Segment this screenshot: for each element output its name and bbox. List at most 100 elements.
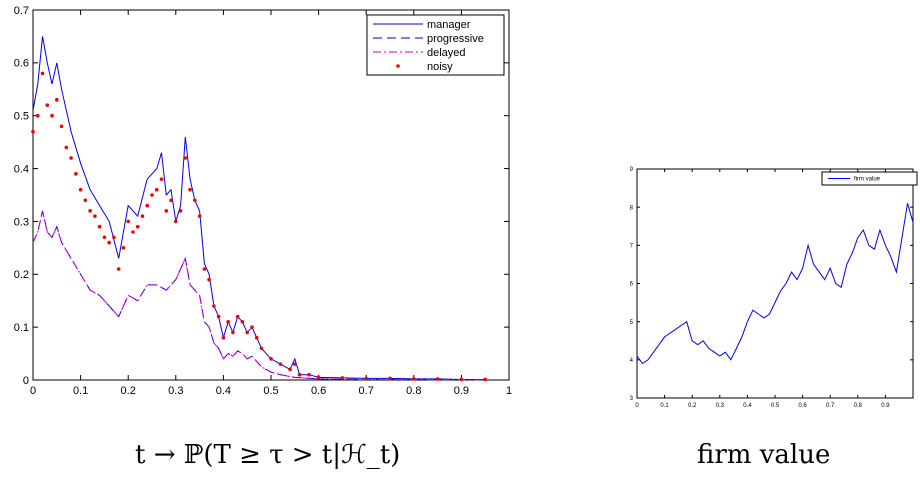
series-point-noisy <box>159 177 164 181</box>
plot-frame <box>636 168 914 399</box>
x-tick-label: 0.6 <box>798 403 807 409</box>
y-tick-label: 7 <box>630 243 634 249</box>
series-point-noisy <box>93 214 97 218</box>
series-point-noisy <box>364 376 369 381</box>
x-tick-label: 0.8 <box>406 385 421 397</box>
series-point-noisy <box>78 187 83 192</box>
x-tick-label: 0.8 <box>854 403 863 409</box>
series-point-noisy <box>83 198 88 203</box>
legend-marker-noisy <box>396 64 400 68</box>
x-tick-label: 0.9 <box>881 403 890 409</box>
series-point-noisy <box>102 235 107 240</box>
series-point-noisy <box>216 314 221 319</box>
legend-label-delayed: delayed <box>427 47 466 59</box>
series-point-noisy <box>307 372 311 377</box>
right-chart-caption: firm value <box>697 440 831 470</box>
series-point-noisy <box>45 103 50 107</box>
series-point-noisy <box>150 193 154 197</box>
series-point-noisy <box>135 224 140 229</box>
x-tick-label: 1 <box>506 385 512 397</box>
series-point-noisy <box>116 267 121 271</box>
x-tick-label: 0 <box>635 403 639 409</box>
y-tick-label: 0 <box>23 375 29 387</box>
series-point-noisy <box>235 314 240 319</box>
series-point-noisy <box>40 71 45 76</box>
series-point-noisy <box>55 98 59 102</box>
series-point-noisy <box>254 335 259 340</box>
legend-label-progressive: progressive <box>427 33 484 45</box>
series-point-noisy <box>316 375 321 380</box>
x-tick-label: 0.4 <box>743 403 752 409</box>
x-tick-label: 0.5 <box>771 403 780 409</box>
series-point-noisy <box>250 325 254 329</box>
y-tick-label: 0.3 <box>14 216 29 228</box>
x-tick-label: 0.6 <box>311 385 326 397</box>
series-point-noisy <box>188 187 192 192</box>
y-tick-label: 9 <box>630 167 634 173</box>
series-point-noisy <box>50 113 54 118</box>
series-point-noisy <box>64 145 69 150</box>
series-line-firm-value <box>636 203 914 365</box>
series-point-noisy <box>174 219 178 224</box>
series-point-noisy <box>212 304 216 308</box>
series-point-noisy <box>154 187 159 192</box>
series-point-noisy <box>388 376 392 381</box>
series-point-noisy <box>202 267 207 271</box>
series-point-noisy <box>293 362 297 366</box>
series-point-noisy <box>245 330 249 335</box>
legend-label-manager: manager <box>427 19 471 31</box>
series-point-noisy <box>278 362 283 366</box>
y-tick-label: 0.5 <box>14 111 29 123</box>
left-chart: 0 0.1 0.2 0.3 0.4 0.5 0.6 0.7 0.8 0.9 1 0 0.1 0.2 0.3 0… <box>14 5 512 397</box>
series-point-noisy <box>107 240 111 245</box>
series-point-noisy <box>31 129 35 134</box>
series-point-noisy <box>240 320 245 324</box>
y-tick-label: 0.1 <box>14 322 29 334</box>
series-point-noisy <box>259 346 264 351</box>
series-point-noisy <box>231 330 235 335</box>
y-tick-label: 0.2 <box>14 269 29 281</box>
y-tick-label: 0.7 <box>14 5 29 17</box>
y-tick-label: 3 <box>630 396 634 402</box>
series-point-noisy <box>412 377 416 381</box>
series-point-noisy <box>112 235 116 240</box>
series-line-delayed <box>32 210 486 381</box>
series-point-noisy <box>169 198 173 203</box>
series-point-noisy <box>207 277 211 282</box>
x-tick-label: 0.1 <box>660 403 669 409</box>
series-point-noisy <box>126 219 130 224</box>
y-tick-label: 6 <box>630 282 634 288</box>
series-point-noisy <box>288 367 292 372</box>
legend-label-noisy: noisy <box>427 61 453 73</box>
series-point-noisy <box>197 214 202 218</box>
series-point-noisy <box>178 209 183 213</box>
series-point-noisy <box>131 230 135 234</box>
left-chart-caption: t → ℙ(T ≥ τ > t|ℋ_t) <box>135 440 401 470</box>
series-point-noisy <box>297 372 302 377</box>
series-point-noisy <box>35 113 40 118</box>
x-tick-label: 0.2 <box>121 385 136 397</box>
series-line-manager <box>32 36 486 380</box>
series-point-noisy <box>269 357 273 361</box>
series-point-noisy <box>221 335 226 340</box>
series-point-noisy <box>59 124 64 129</box>
x-tick-label: 0.5 <box>263 385 278 397</box>
x-tick-label: 0.7 <box>359 385 374 397</box>
x-tick-label: 0.7 <box>826 403 835 409</box>
legend-box <box>821 171 918 186</box>
series-point-noisy <box>69 156 73 160</box>
series-point-noisy <box>183 156 188 160</box>
y-tick-label: 5 <box>630 320 634 326</box>
y-tick-label: 4 <box>630 358 634 364</box>
series-point-noisy <box>121 246 126 250</box>
series-point-noisy <box>226 320 230 324</box>
legend-label-firm-value: firm value <box>854 177 881 183</box>
legend-box <box>366 14 505 76</box>
x-tick-label: 0 <box>30 385 36 397</box>
series-point-noisy <box>74 172 78 176</box>
x-tick-label: 0.9 <box>454 385 469 397</box>
series-point-noisy <box>88 209 92 213</box>
y-tick-label: 0.4 <box>14 163 29 175</box>
series-point-noisy <box>340 376 345 380</box>
x-tick-label: 0.1 <box>73 385 88 397</box>
